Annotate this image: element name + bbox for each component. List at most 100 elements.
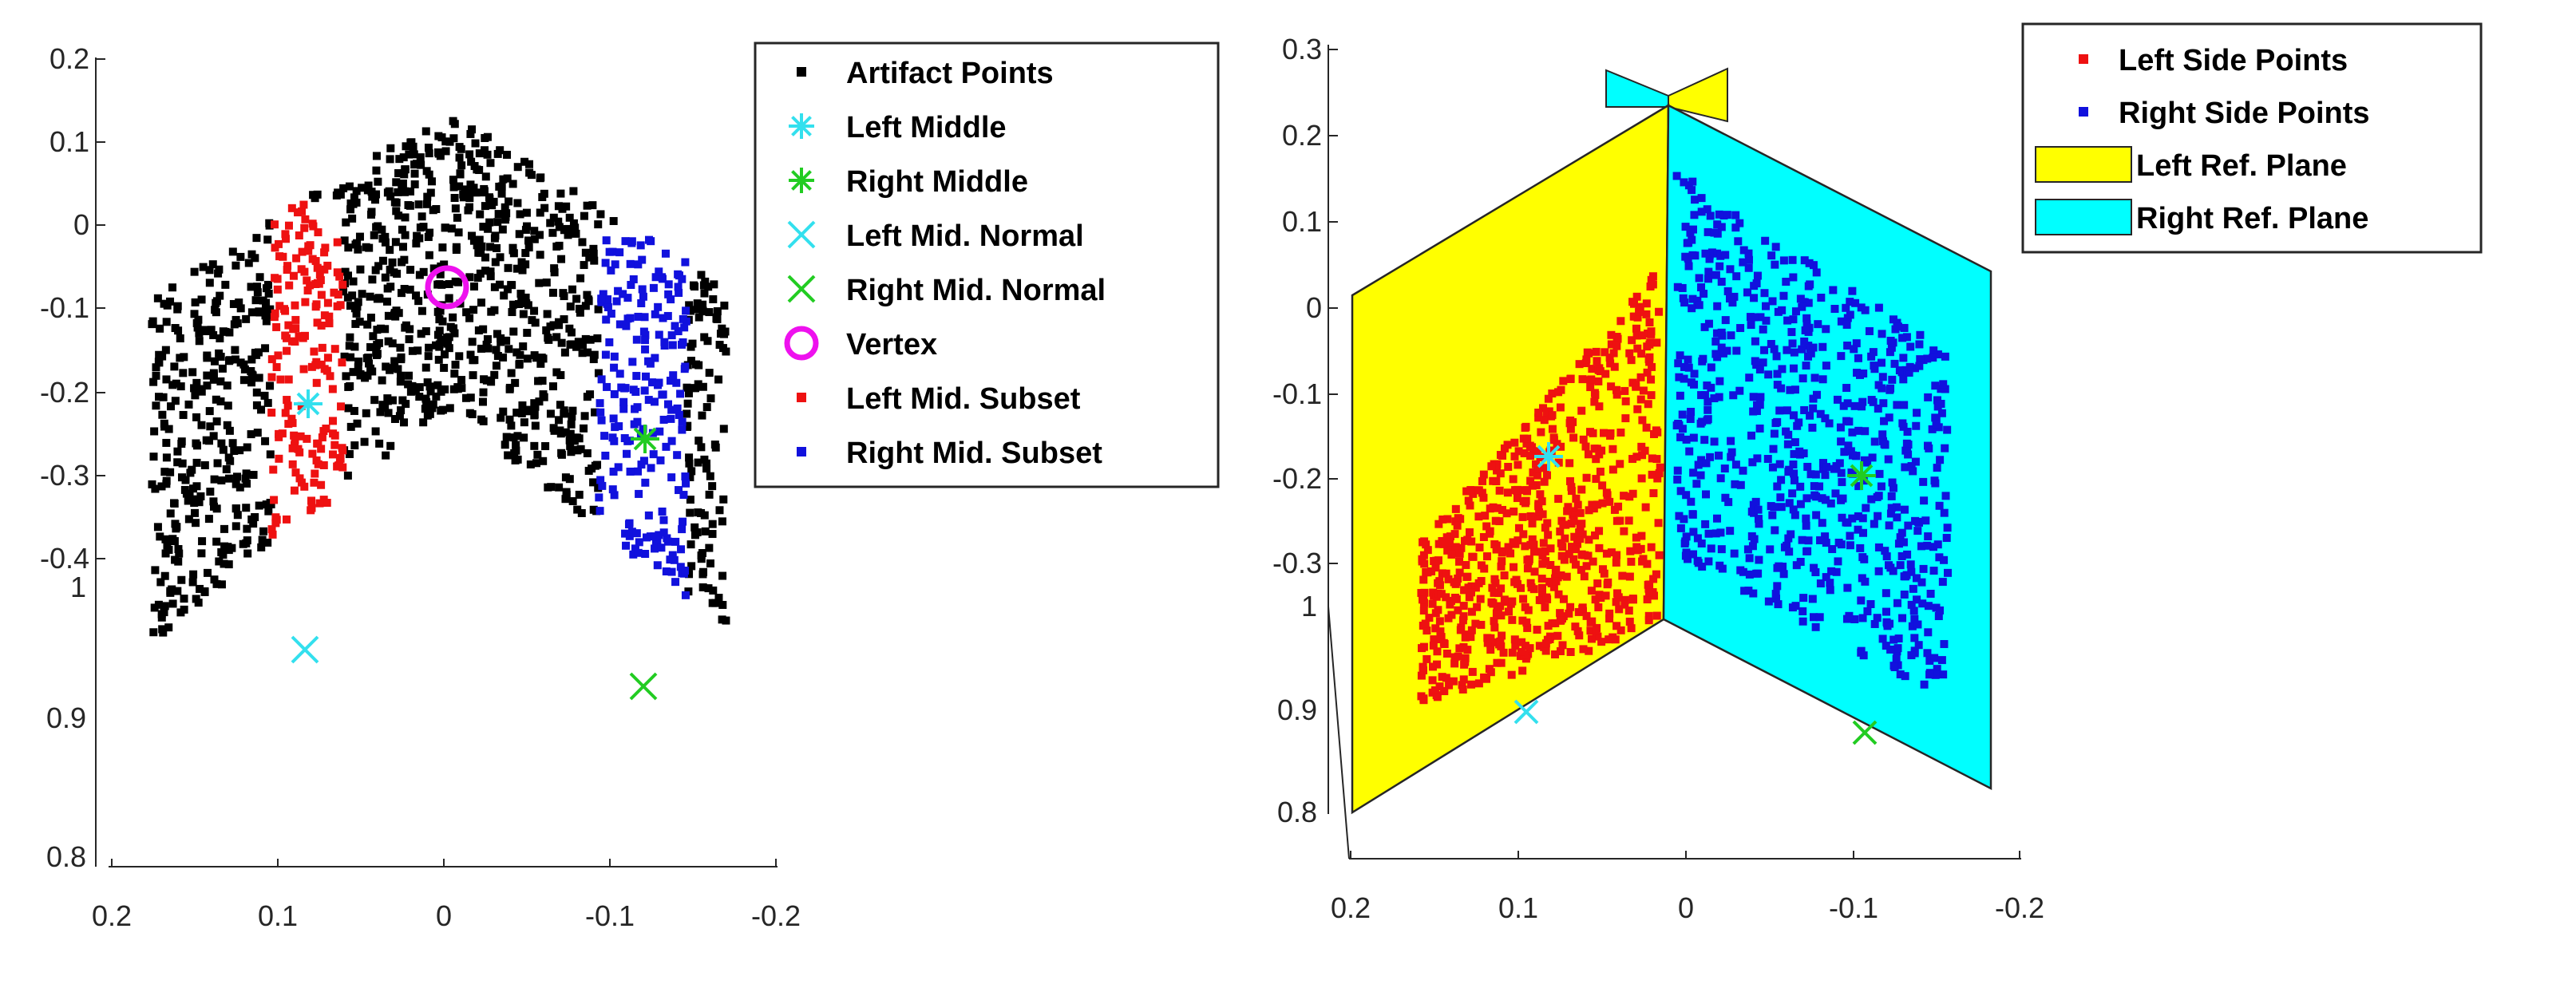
artifact-point [584, 466, 593, 475]
right-mid-subset-point [659, 516, 668, 524]
left-side-point [1425, 614, 1434, 622]
artifact-point [189, 495, 198, 504]
artifact-point [585, 253, 594, 262]
artifact-point [217, 476, 226, 484]
right-side-point [1688, 186, 1696, 195]
left-side-point [1605, 615, 1614, 623]
left-side-point [1510, 438, 1519, 447]
left-side-point [1541, 547, 1549, 555]
left-side-point [1577, 406, 1586, 415]
artifact-point [249, 470, 258, 479]
artifact-point [520, 157, 529, 166]
right-side-point [1680, 362, 1689, 371]
artifact-point [702, 403, 711, 412]
right-side-point [1937, 409, 1946, 417]
right-side-point [1682, 491, 1691, 500]
right-mid-subset-point [681, 258, 690, 267]
right-mid-subset-point [637, 299, 646, 308]
artifact-point [685, 301, 694, 310]
right-side-point [1802, 320, 1811, 329]
artifact-point [177, 473, 186, 482]
left-side-point [1647, 391, 1656, 400]
artifact-point [224, 401, 232, 410]
right-mid-subset-point [682, 306, 690, 315]
artifact-point [539, 456, 548, 465]
artifact-point [374, 177, 382, 186]
artifact-point [388, 396, 397, 405]
artifact-point [224, 474, 233, 483]
left-side-point [1524, 606, 1533, 615]
left-mid-subset-point [314, 439, 322, 448]
left-side-point [1437, 590, 1446, 599]
artifact-point [566, 429, 575, 438]
right-side-point [1843, 583, 1852, 592]
right-side-point [1908, 622, 1917, 630]
left-side-point [1439, 539, 1448, 548]
left-side-point [1565, 459, 1574, 468]
left-side-point [1612, 598, 1620, 607]
left-side-point [1596, 367, 1605, 376]
right-ref-plane-back [1605, 69, 1669, 108]
right-mid-subset-point [614, 287, 623, 295]
right-mid-subset-point [654, 381, 663, 389]
artifact-point [364, 354, 373, 362]
left-side-point [1609, 349, 1618, 358]
right-mid-subset-point [679, 517, 687, 526]
left-side-point [1579, 435, 1588, 444]
right-mid-subset-point [607, 310, 615, 318]
left-side-point [1642, 310, 1651, 318]
artifact-point [535, 397, 544, 406]
artifact-point [530, 441, 539, 450]
artifact-point [544, 335, 553, 344]
artifact-point [690, 384, 699, 393]
right-side-point [1755, 424, 1764, 433]
artifact-point [184, 515, 193, 524]
left-mid-subset-point [323, 354, 332, 362]
artifact-point [702, 464, 711, 473]
right-mid-subset-point [660, 338, 669, 346]
left-side-point [1486, 668, 1495, 677]
artifact-point [513, 163, 522, 172]
left-side-point [1618, 571, 1627, 580]
left-side-point [1652, 570, 1660, 579]
left-side-point [1504, 543, 1513, 551]
right-side-point [1768, 297, 1777, 306]
left-mid-subset-point [318, 343, 326, 352]
right-mid-subset-point [634, 467, 643, 476]
left-side-point [1495, 486, 1504, 495]
right-side-point [1904, 450, 1913, 459]
artifact-point [192, 378, 201, 387]
left-side-point [1553, 631, 1562, 640]
right-side-point [1911, 457, 1920, 466]
left-side-point [1612, 333, 1621, 342]
left-side-point [1525, 644, 1534, 653]
left-side-point [1578, 375, 1587, 384]
artifact-point [218, 364, 227, 373]
right-side-point [1710, 394, 1719, 403]
left-side-point [1593, 579, 1602, 588]
left-mid-subset-point [270, 220, 279, 229]
artifact-point [492, 346, 501, 354]
right-side-point [1680, 374, 1688, 383]
artifact-point [189, 484, 198, 493]
artifact-point [471, 139, 480, 148]
artifact-point [565, 436, 574, 445]
artifact-point [197, 387, 206, 396]
artifact-point [556, 189, 565, 198]
artifact-point [519, 310, 528, 318]
left-mid-subset-point [319, 460, 328, 469]
artifact-point [346, 353, 355, 362]
artifact-point [224, 453, 233, 462]
right-side-point [1759, 325, 1767, 334]
right-side-point [1810, 373, 1819, 382]
left-side-point [1542, 412, 1551, 421]
right-side-point [1673, 283, 1682, 291]
left-mid-subset-point [297, 478, 306, 487]
artifact-point [155, 393, 164, 401]
artifact-point [345, 342, 354, 350]
right-x-tick-label: -0.2 [1995, 891, 2044, 924]
artifact-point [390, 310, 399, 319]
artifact-point [517, 258, 526, 267]
right-mid-subset-point [601, 259, 610, 267]
left-side-point [1586, 428, 1595, 437]
